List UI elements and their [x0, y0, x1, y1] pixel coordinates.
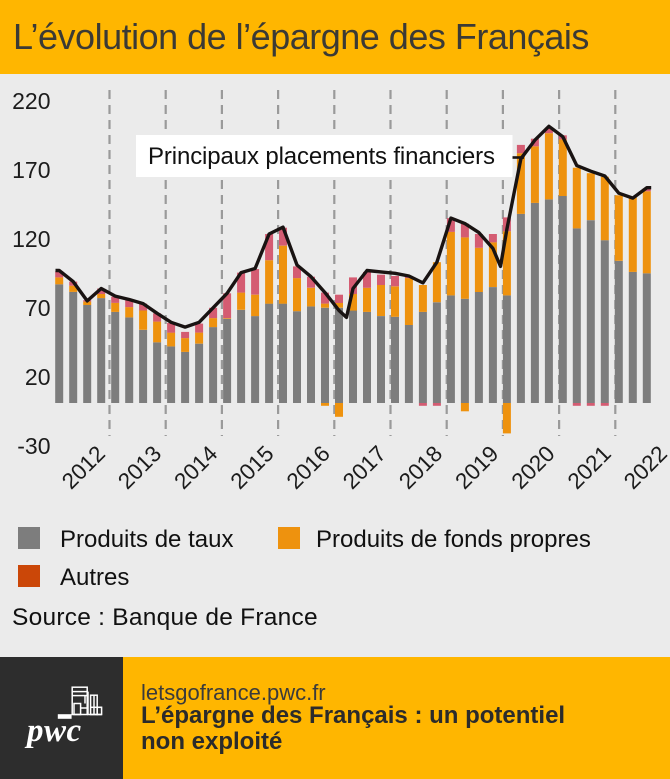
- svg-text:2019: 2019: [450, 441, 503, 494]
- svg-text:70: 70: [25, 295, 51, 321]
- svg-text:2017: 2017: [338, 441, 391, 494]
- svg-text:220: 220: [12, 88, 50, 114]
- svg-text:120: 120: [12, 226, 50, 252]
- svg-text:20: 20: [25, 364, 51, 390]
- svg-text:2015: 2015: [226, 441, 279, 494]
- svg-text:2022: 2022: [619, 441, 670, 494]
- svg-text:2020: 2020: [507, 441, 560, 494]
- svg-text:2018: 2018: [394, 441, 447, 494]
- svg-text:Principaux placements financie: Principaux placements financiers: [148, 143, 495, 170]
- svg-text:170: 170: [12, 157, 50, 183]
- svg-text:2012: 2012: [57, 441, 110, 494]
- svg-text:-30: -30: [17, 433, 50, 459]
- svg-text:2013: 2013: [113, 441, 166, 494]
- svg-text:2021: 2021: [563, 441, 616, 494]
- svg-text:2014: 2014: [169, 441, 222, 494]
- svg-text:2016: 2016: [282, 441, 335, 494]
